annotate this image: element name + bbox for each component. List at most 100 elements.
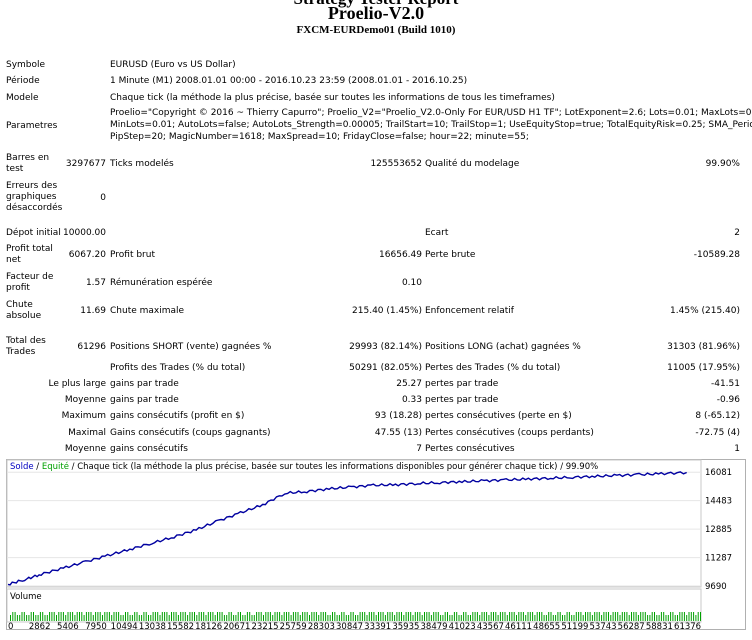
- volume-bar: [417, 612, 419, 621]
- volume-bar: [74, 615, 76, 621]
- volume-bar: [534, 615, 536, 621]
- volume-bar: [389, 612, 391, 621]
- volume-bar: [150, 615, 152, 621]
- volume-bar: [251, 615, 253, 621]
- volume-bar: [472, 612, 474, 621]
- volume-bar: [594, 612, 596, 621]
- volume-bar: [302, 612, 304, 621]
- volume-bar: [398, 612, 400, 621]
- volume-bar: [292, 612, 294, 621]
- volume-bar: [490, 612, 492, 621]
- volume-bar: [276, 612, 278, 621]
- y-tick-label: 16081: [705, 468, 732, 478]
- x-tick-labels: 0 2862 5406 7950 10494 13038 15582 18126 20671 23…: [8, 622, 701, 630]
- volume-bar: [16, 615, 18, 621]
- volume-bar: [663, 612, 665, 621]
- enfoncement-value: 1.45% (215.40): [670, 306, 740, 316]
- short-value: 29993 (82.14%): [349, 342, 422, 352]
- volume-bar: [99, 612, 101, 621]
- volume-bar: [138, 615, 140, 621]
- legend-solde: Solde: [10, 462, 34, 472]
- volume-bar: [28, 615, 30, 621]
- volume-bar: [240, 612, 241, 621]
- volume-bar: [633, 612, 635, 621]
- profit-net-label: Profit total net: [6, 244, 53, 265]
- moy-gain-label: gains par trade: [110, 395, 179, 405]
- volume-bar: [148, 615, 149, 621]
- volume-bar: [39, 612, 41, 621]
- y-tick-labels: 16081 14483 12885 11287 9690: [705, 468, 732, 592]
- volume-bar: [628, 615, 630, 621]
- volume-bar: [175, 612, 177, 621]
- volume-bar: [458, 615, 460, 621]
- volume-bar: [122, 615, 124, 621]
- volume-bar: [552, 615, 554, 621]
- volume-bar: [688, 612, 690, 621]
- volume-bar: [290, 615, 292, 621]
- total-trades-label: Total des Trades: [6, 336, 46, 357]
- volume-bar: [421, 615, 423, 621]
- balance-series-line: [7, 471, 687, 586]
- volume-bar: [62, 612, 64, 621]
- facteur-value: 1.57: [85, 278, 106, 288]
- volume-bar: [693, 612, 695, 621]
- chute-maximale-label: Chute maximale: [110, 306, 185, 316]
- volume-bar: [580, 612, 582, 621]
- volume-bar: [35, 615, 37, 621]
- volume-bar: [525, 615, 527, 621]
- volume-bar: [394, 615, 396, 621]
- volume-bar: [154, 612, 156, 621]
- long-label: Positions LONG (achat) gagnées %: [425, 342, 581, 352]
- volume-bar: [334, 612, 336, 621]
- volume-bar: [695, 615, 697, 621]
- volume-bar: [649, 615, 651, 621]
- large-perte-value: -41.51: [710, 379, 740, 389]
- volume-bar: [288, 612, 290, 621]
- volume-bar: [647, 615, 649, 621]
- volume-bar: [81, 612, 83, 621]
- volume-bar: [631, 612, 632, 621]
- volume-bar: [33, 612, 34, 621]
- volume-bar: [320, 612, 322, 621]
- volume-bar: [60, 612, 62, 621]
- volume-bars: [10, 612, 701, 621]
- volume-bar: [476, 612, 478, 621]
- volume-bar: [660, 612, 662, 621]
- volume-bar: [108, 612, 110, 621]
- volume-bar: [76, 612, 78, 621]
- volume-bar: [19, 615, 21, 621]
- periode-value: 1 Minute (M1) 2008.01.01 00:00 - 2016.10…: [110, 76, 468, 86]
- x-tick-label: 38479: [421, 622, 448, 630]
- volume-bar: [626, 612, 628, 621]
- volume-bar: [357, 615, 359, 621]
- volume-bar: [352, 612, 354, 621]
- x-tick-label: 28303: [308, 622, 335, 630]
- parametres-line-2: MinLots=0.01; AutoLots=false; AutoLots_S…: [110, 120, 752, 130]
- volume-bar: [72, 612, 74, 621]
- volume-bar: [486, 612, 488, 621]
- volume-bar: [571, 615, 573, 621]
- volume-bar: [329, 615, 331, 621]
- volume-bar: [44, 615, 46, 621]
- volume-bar: [189, 612, 191, 621]
- volume-bar: [562, 615, 563, 621]
- volume-bar: [460, 615, 462, 621]
- x-tick-label: 10494: [111, 622, 138, 630]
- volume-bar: [12, 612, 14, 621]
- volume-bar: [157, 612, 159, 621]
- enfoncement-label: Enfoncement relatif: [425, 306, 514, 316]
- volume-bar: [118, 612, 120, 621]
- moy-perte-value: -0.96: [716, 395, 740, 405]
- volume-bar: [559, 612, 561, 621]
- ticks-value: 125553652: [370, 159, 422, 169]
- volume-bar: [591, 615, 593, 621]
- perte-trades-value: 11005 (17.95%): [667, 363, 740, 373]
- volume-bar: [23, 612, 25, 621]
- volume-bar: [120, 615, 122, 621]
- volume-bar: [228, 612, 230, 621]
- volume-bar: [686, 615, 688, 621]
- volume-bar: [318, 615, 320, 621]
- x-tick-label: 48655: [533, 622, 560, 630]
- volume-bar: [203, 612, 205, 621]
- volume-bar: [481, 612, 483, 621]
